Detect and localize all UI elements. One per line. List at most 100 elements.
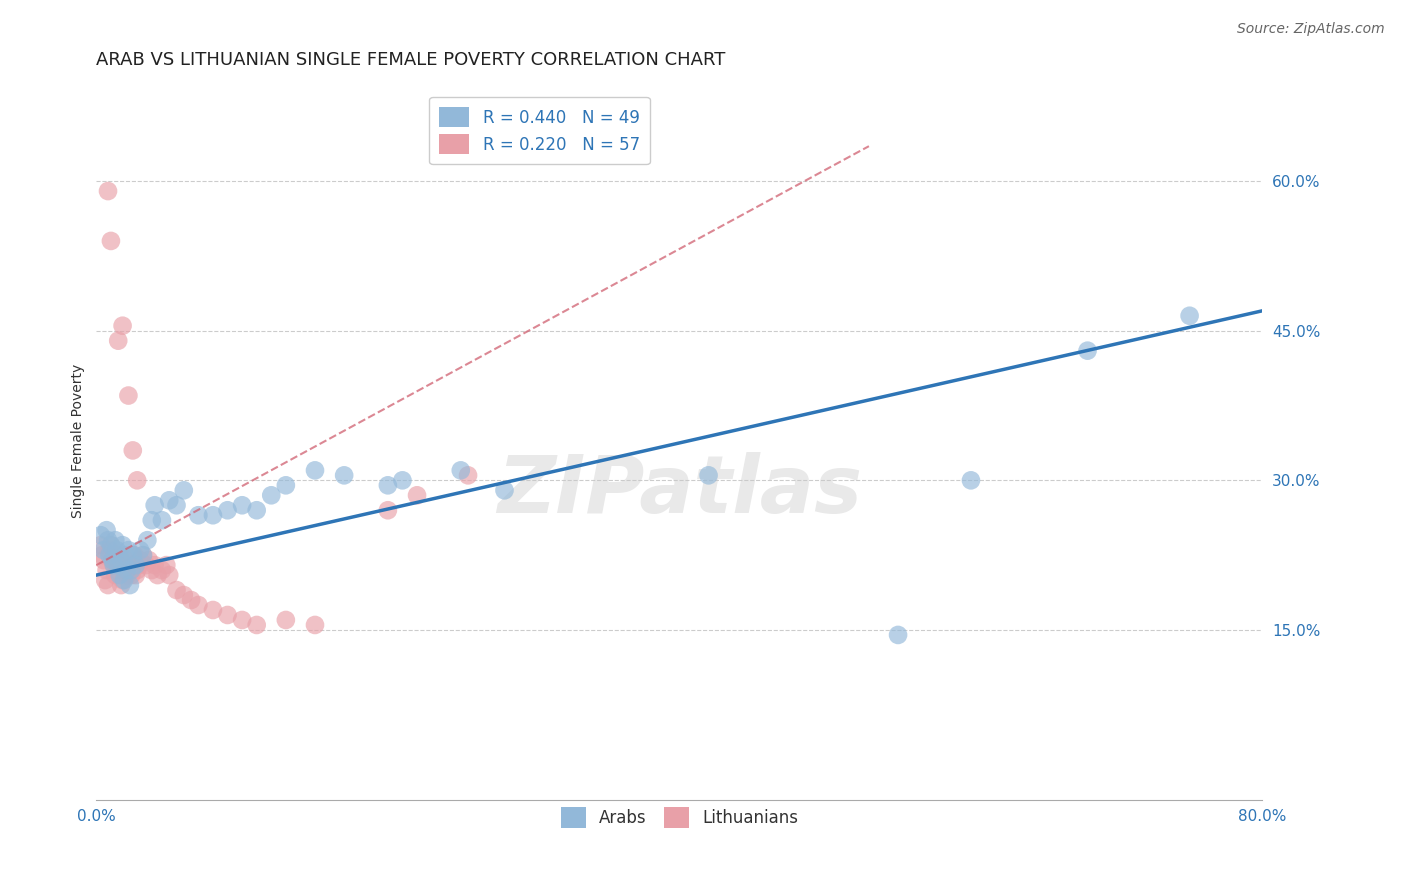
Point	[157, 568, 180, 582]
Point	[274, 613, 297, 627]
Point	[132, 548, 155, 562]
Point	[1178, 309, 1201, 323]
Point	[108, 568, 131, 582]
Point	[127, 563, 149, 577]
Point	[136, 533, 159, 548]
Point	[697, 468, 720, 483]
Point	[121, 548, 143, 562]
Point	[98, 548, 121, 562]
Point	[96, 523, 118, 537]
Point	[117, 543, 139, 558]
Point	[141, 563, 163, 577]
Point	[111, 318, 134, 333]
Point	[96, 563, 118, 577]
Point	[97, 184, 120, 198]
Point	[103, 558, 125, 573]
Point	[100, 538, 122, 552]
Point	[132, 548, 155, 562]
Point	[90, 538, 112, 552]
Point	[246, 503, 269, 517]
Point	[104, 533, 127, 548]
Point	[115, 563, 138, 577]
Point	[304, 463, 326, 477]
Point	[187, 508, 209, 523]
Point	[127, 473, 149, 487]
Point	[217, 607, 239, 622]
Point	[107, 334, 129, 348]
Point	[887, 628, 910, 642]
Y-axis label: Single Female Poverty: Single Female Poverty	[72, 363, 86, 517]
Point	[201, 603, 224, 617]
Point	[960, 473, 983, 487]
Point	[143, 498, 166, 512]
Point	[180, 593, 202, 607]
Point	[125, 568, 148, 582]
Point	[118, 578, 141, 592]
Point	[118, 563, 141, 577]
Point	[304, 618, 326, 632]
Point	[91, 548, 114, 562]
Point	[117, 388, 139, 402]
Point	[107, 548, 129, 562]
Point	[115, 568, 138, 582]
Point	[1077, 343, 1099, 358]
Point	[231, 498, 253, 512]
Point	[173, 588, 195, 602]
Point	[110, 553, 132, 567]
Point	[157, 493, 180, 508]
Point	[129, 553, 152, 567]
Point	[104, 568, 127, 582]
Point	[125, 558, 148, 573]
Point	[166, 582, 188, 597]
Point	[111, 573, 134, 587]
Point	[246, 618, 269, 632]
Point	[274, 478, 297, 492]
Point	[112, 573, 135, 587]
Point	[406, 488, 429, 502]
Point	[135, 558, 157, 573]
Point	[120, 568, 142, 582]
Point	[93, 543, 115, 558]
Point	[103, 558, 125, 573]
Point	[141, 513, 163, 527]
Point	[114, 553, 136, 567]
Point	[146, 568, 169, 582]
Point	[391, 473, 413, 487]
Point	[98, 543, 121, 558]
Point	[121, 443, 143, 458]
Point	[122, 548, 145, 562]
Point	[120, 563, 142, 577]
Point	[457, 468, 479, 483]
Point	[105, 563, 128, 577]
Point	[187, 598, 209, 612]
Legend: Arabs, Lithuanians: Arabs, Lithuanians	[554, 801, 804, 834]
Point	[377, 503, 399, 517]
Point	[143, 558, 166, 573]
Point	[108, 558, 131, 573]
Text: Source: ZipAtlas.com: Source: ZipAtlas.com	[1237, 22, 1385, 37]
Point	[110, 578, 132, 592]
Point	[111, 538, 134, 552]
Point	[494, 483, 516, 498]
Text: ARAB VS LITHUANIAN SINGLE FEMALE POVERTY CORRELATION CHART: ARAB VS LITHUANIAN SINGLE FEMALE POVERTY…	[97, 51, 725, 69]
Point	[105, 543, 128, 558]
Point	[377, 478, 399, 492]
Point	[450, 463, 472, 477]
Point	[217, 503, 239, 517]
Text: ZIPatlas: ZIPatlas	[496, 451, 862, 530]
Point	[117, 558, 139, 573]
Point	[173, 483, 195, 498]
Point	[90, 528, 112, 542]
Point	[138, 553, 160, 567]
Point	[121, 558, 143, 573]
Point	[112, 563, 135, 577]
Point	[101, 553, 124, 567]
Point	[100, 538, 122, 552]
Point	[97, 578, 120, 592]
Point	[260, 488, 283, 502]
Point	[201, 508, 224, 523]
Point	[93, 553, 115, 567]
Point	[155, 558, 177, 573]
Point	[100, 234, 122, 248]
Point	[101, 553, 124, 567]
